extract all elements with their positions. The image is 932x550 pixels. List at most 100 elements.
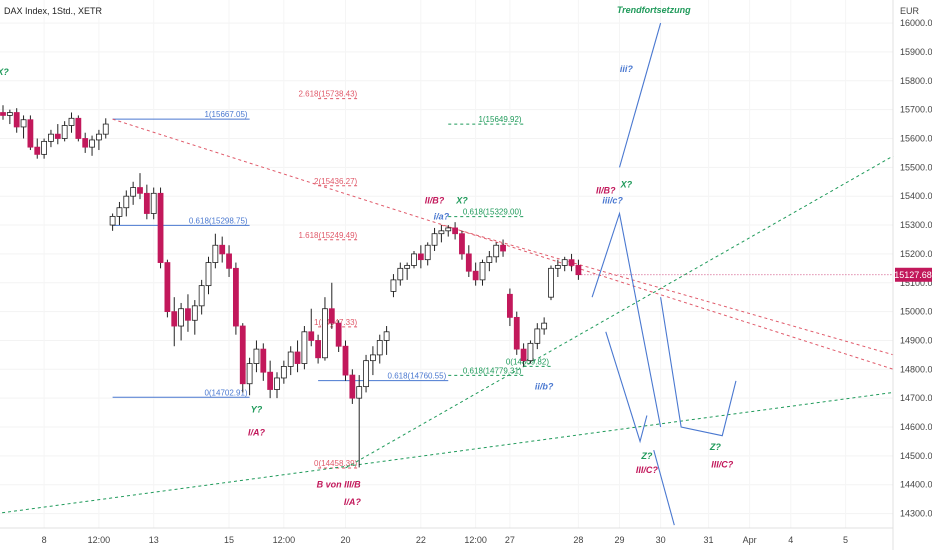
wave-label: iii? (620, 64, 634, 74)
x-tick-label: 4 (788, 535, 793, 545)
y-tick-label: 16000.00 (900, 18, 932, 28)
candle (82, 132, 89, 153)
fib-level-label: 1(15667.05) (204, 110, 247, 119)
candle (226, 245, 232, 277)
wave-label: III/C? (636, 465, 659, 475)
x-tick-label: 27 (505, 535, 515, 545)
candle (41, 138, 47, 159)
time-axis[interactable]: 8 12:00 13 15 12:00 20 22 12:00 27 28 29 30 31 Apr 4 5 (0, 527, 893, 545)
candle (34, 138, 41, 159)
candle (267, 360, 274, 399)
x-tick-label: 5 (843, 535, 848, 545)
candle (294, 340, 301, 373)
wave-label: II/B? (425, 195, 445, 205)
trendline (0, 391, 894, 514)
chart-title: DAX Index, 1Std., XETR (4, 6, 103, 16)
x-tick-label: Apr (743, 535, 757, 545)
fib-level-label: 1(15649.92) (478, 115, 521, 124)
candle (274, 372, 280, 399)
candle (438, 225, 445, 243)
fib-level-label: 2.618(15738.43) (298, 90, 357, 99)
y-tick-label: 15300.00 (900, 220, 932, 230)
fib-level-label: 0.618(14779.31) (463, 366, 522, 375)
fib-level-label: 0(14458.39) (314, 459, 357, 468)
fib-level-label: 0(14702.91) (204, 388, 247, 397)
candle (75, 115, 82, 142)
candle (479, 259, 486, 286)
candle (534, 323, 541, 350)
fib-level-label: 0.618(15298.75) (189, 216, 248, 225)
candle (472, 262, 479, 286)
x-tick-label: 12:00 (273, 535, 296, 545)
candles (0, 105, 582, 468)
candle (465, 245, 472, 277)
candle (424, 242, 431, 266)
projection-path (653, 449, 675, 526)
last-price-label: 15127.68 (894, 270, 932, 280)
wave-label: III/C? (711, 459, 734, 469)
fib-level-label: 0.618(14760.55) (388, 372, 447, 381)
candle (246, 357, 253, 396)
projections (591, 22, 737, 526)
fib-levels: 1(15667.05) 0.618(15298.75) 0(14702.91) 2.6… (112, 90, 551, 469)
wave-label: iii/c? (602, 195, 623, 205)
candle (445, 225, 452, 237)
projection-path (618, 22, 662, 168)
x-tick-label: 30 (656, 535, 666, 545)
y-tick-label: 14700.00 (900, 393, 932, 403)
y-tick-label: 15000.00 (900, 307, 932, 317)
fib-level-label: 1(14947.33) (314, 318, 357, 327)
x-tick-label: 29 (614, 535, 624, 545)
candle (554, 259, 561, 277)
candle (109, 213, 116, 231)
projection-path (660, 297, 737, 437)
candle (219, 236, 226, 263)
candle (239, 323, 246, 393)
y-tick-label: 14600.00 (900, 422, 932, 432)
wave-label: Z? (709, 442, 721, 452)
projection-path (605, 331, 648, 444)
y-tick-label: 14500.00 (900, 451, 932, 461)
candle (527, 340, 534, 364)
y-tick-label: 15400.00 (900, 191, 932, 201)
y-tick-label: 15700.00 (900, 105, 932, 115)
candle (137, 173, 143, 200)
fib-level-label: 0(14809.82) (506, 357, 549, 366)
candle (96, 129, 102, 151)
candle (322, 297, 328, 361)
last-price-tag (895, 267, 932, 282)
candle (6, 109, 13, 125)
candle (575, 259, 582, 280)
candle (315, 334, 322, 364)
candle (178, 302, 185, 341)
candle (212, 233, 219, 269)
fib-level-label: 1.618(15249.49) (298, 231, 357, 240)
candle (513, 311, 520, 355)
currency-label: EUR (900, 6, 920, 16)
x-tick-label: 28 (573, 535, 583, 545)
candle (280, 360, 287, 384)
projection-path (591, 211, 662, 428)
x-tick-label: 13 (149, 535, 159, 545)
fib-level-label: 2(15436.27) (314, 177, 357, 186)
candle (349, 369, 356, 404)
candle (143, 184, 150, 220)
candle (205, 256, 212, 295)
candle (328, 282, 335, 329)
x-tick-label: 15 (224, 535, 234, 545)
x-tick-label: 31 (704, 535, 714, 545)
candle (356, 375, 363, 468)
candle (493, 242, 500, 263)
candle (548, 265, 554, 301)
candle (157, 187, 164, 269)
y-tick-label: 14400.00 (900, 480, 932, 490)
candle (164, 259, 171, 318)
x-tick-label: 20 (340, 535, 350, 545)
fib-level-label: 0.618(15329.00) (463, 208, 522, 217)
price-axis[interactable]: EUR 16000.00 15900.00 15800.00 15700.00 1560… (892, 0, 932, 550)
candle (54, 124, 61, 145)
candle (89, 135, 95, 156)
candle (376, 334, 383, 364)
candle (568, 253, 575, 272)
